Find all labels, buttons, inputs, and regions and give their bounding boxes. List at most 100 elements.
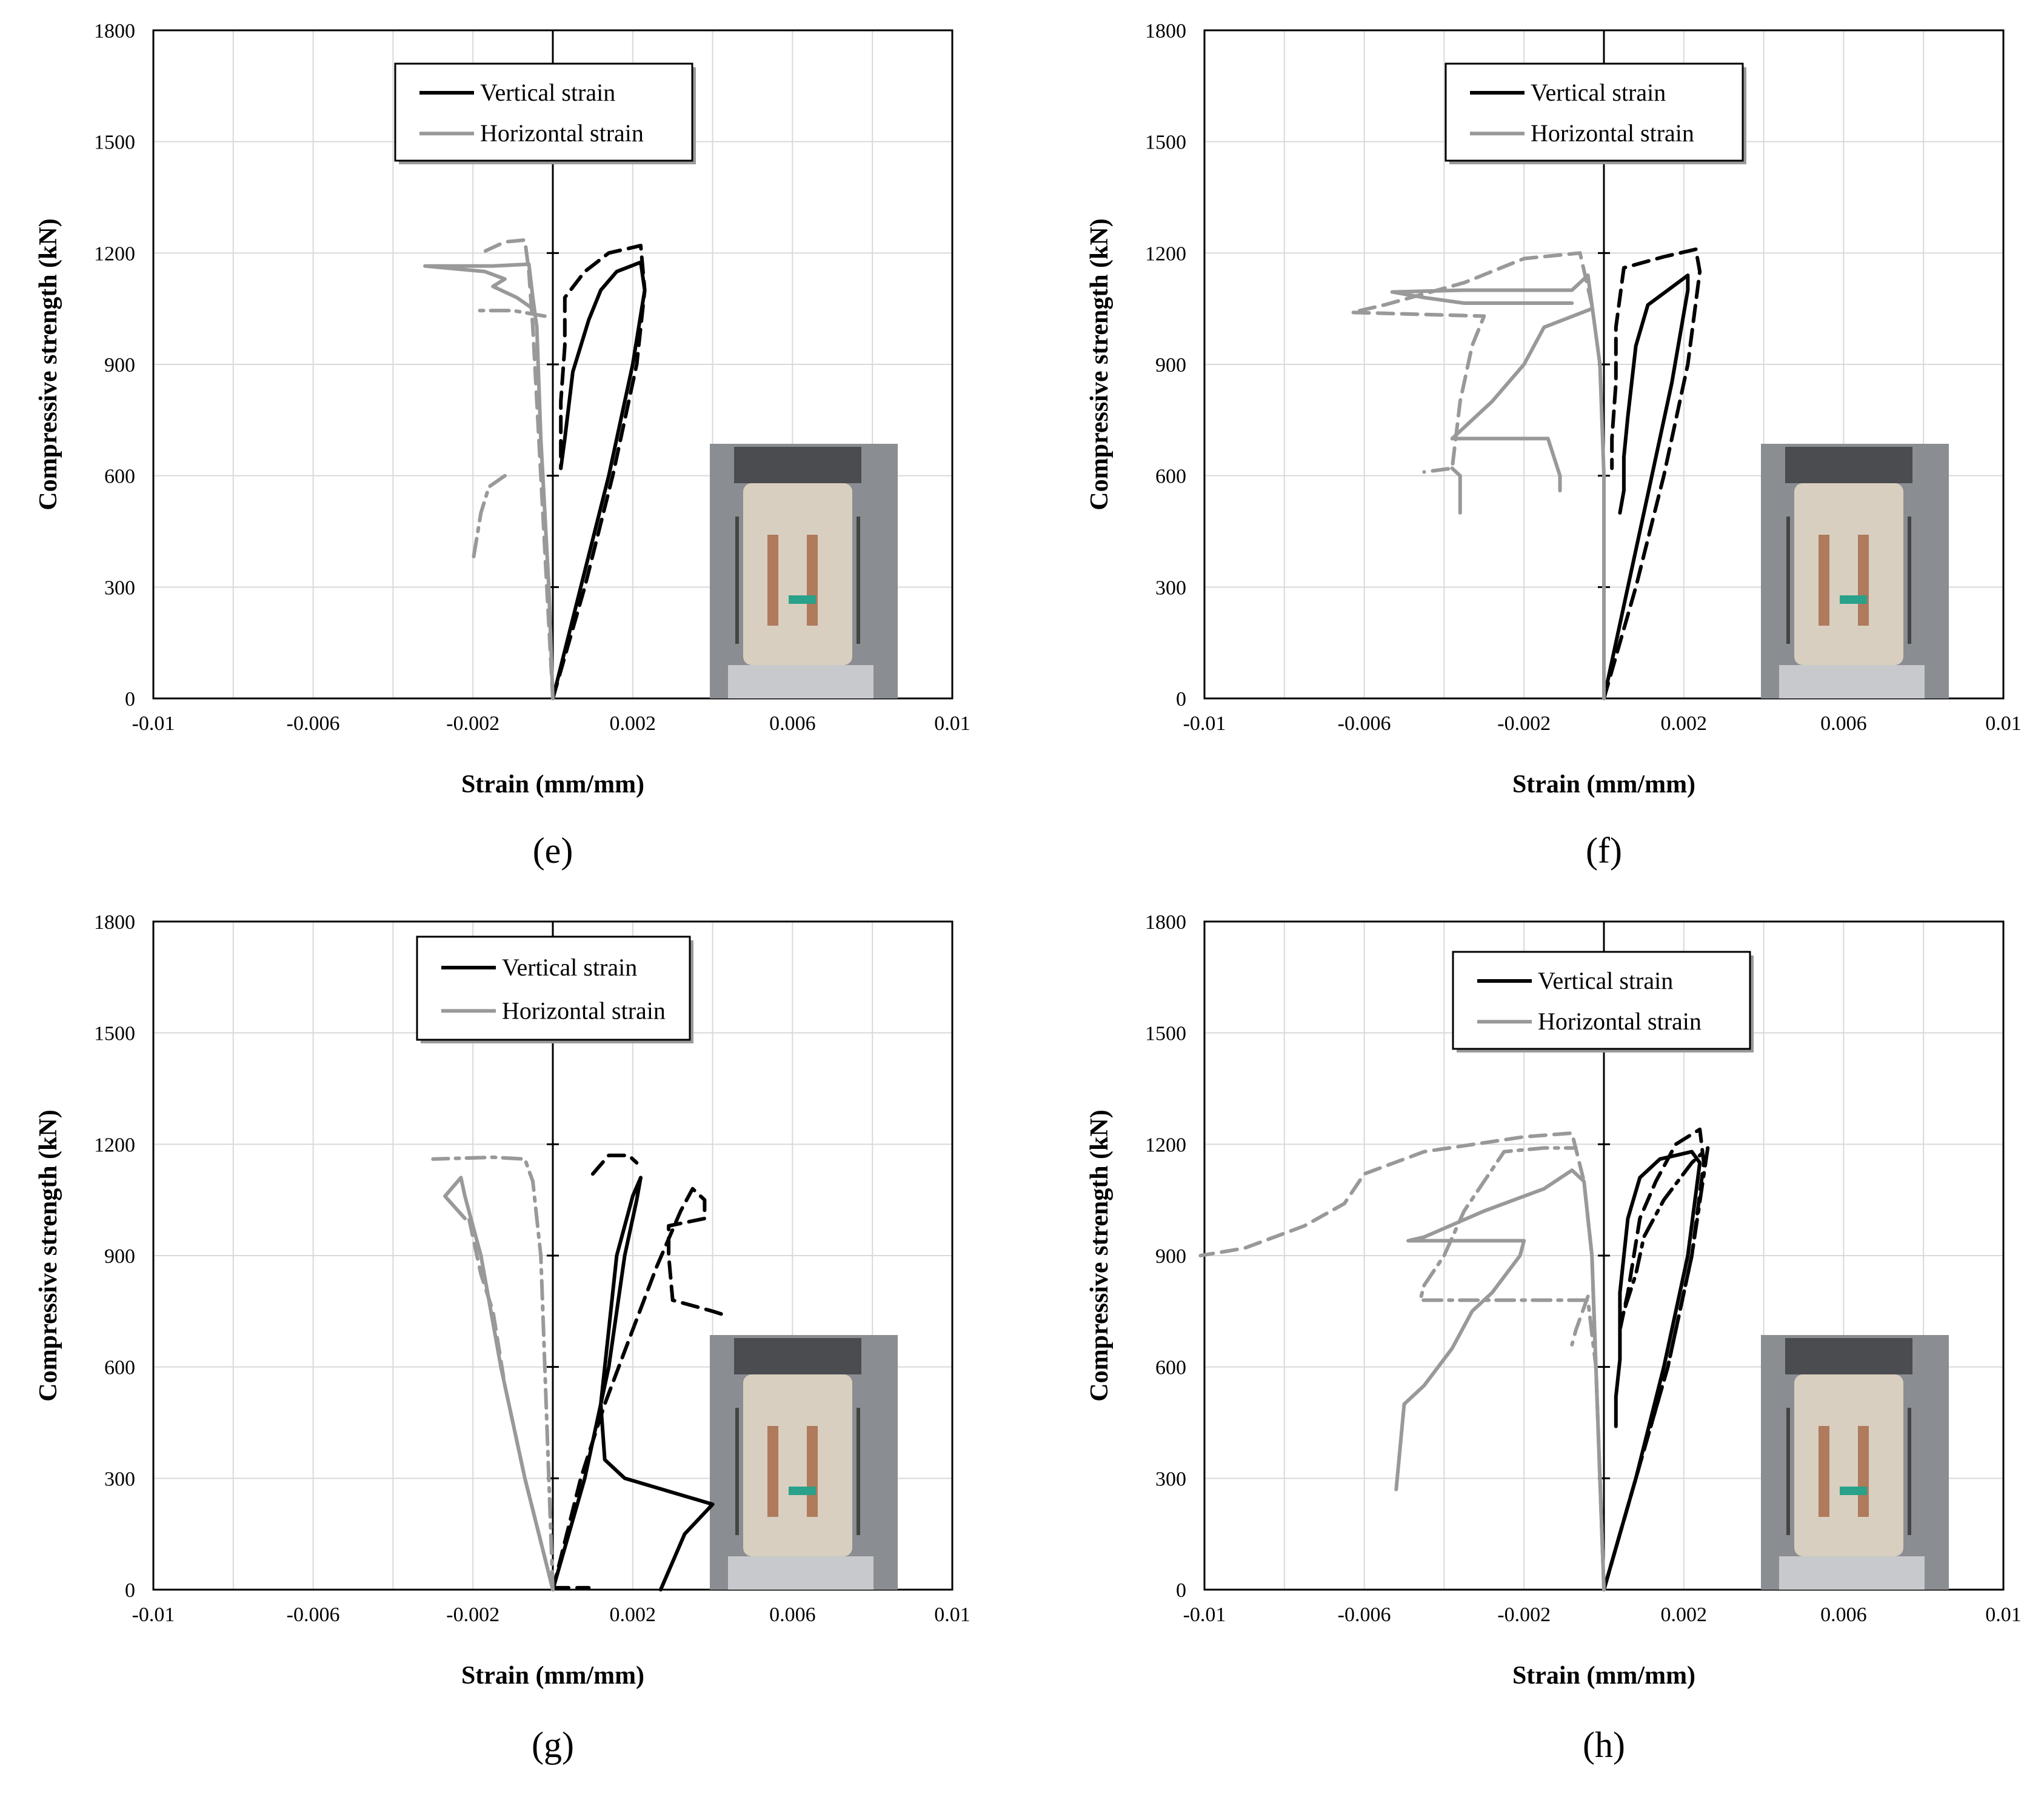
x-axis-title: Strain (mm/mm) xyxy=(461,771,644,798)
y-tick-label: 900 xyxy=(1155,354,1186,376)
y-axis-title: Compressive strength (kN) xyxy=(1086,218,1114,510)
x-tick-label: -0.01 xyxy=(132,712,175,735)
y-tick-label: 600 xyxy=(1155,466,1186,488)
photo-base-plate xyxy=(1779,665,1925,698)
y-tick-label: 300 xyxy=(1155,1468,1186,1490)
photo-crack-right xyxy=(1858,1426,1869,1517)
horizontal-strain-series-line xyxy=(431,1155,555,1591)
horizontal-strain-series-line xyxy=(1570,1294,1590,1347)
chart-panel-2: -0.01 -0.006 -0.002 0.002 0.006 0.01 0 300 600 90… xyxy=(1086,20,2022,871)
x-tick-label: -0.002 xyxy=(1497,712,1551,735)
legend-label: Vertical strain xyxy=(1538,967,1673,994)
x-tick-label: 0.002 xyxy=(1661,712,1708,735)
panel-label: (e) xyxy=(533,831,573,871)
chart-panel-3: -0.01 -0.006 -0.002 0.002 0.006 0.01 0 300 600 90… xyxy=(35,911,970,1765)
legend: Vertical strain Horizontal strain xyxy=(1452,951,1754,1052)
y-tick-label: 1500 xyxy=(1145,132,1186,154)
x-tick-label: -0.01 xyxy=(1183,1604,1226,1626)
x-tick-label: 0.002 xyxy=(1661,1604,1708,1626)
photo-crack-right xyxy=(807,535,818,626)
x-tick-label: 0.002 xyxy=(610,712,656,735)
horizontal-strain-series-line xyxy=(1350,251,1594,474)
x-tick-label: -0.01 xyxy=(1183,712,1226,735)
photo-crack-left xyxy=(767,535,778,626)
legend-label: Vertical strain xyxy=(502,954,637,981)
horizontal-strain-series-line xyxy=(1450,466,1462,515)
photo-gauge xyxy=(1840,595,1867,604)
photo-specimen xyxy=(743,483,852,665)
photo-crack-left xyxy=(1819,1426,1829,1517)
legend-label: Vertical strain xyxy=(480,79,615,106)
y-axis-title: Compressive strength (kN) xyxy=(1086,1109,1114,1401)
y-axis-title: Compressive strength (kN) xyxy=(35,1109,62,1401)
horizontal-strain-series-line xyxy=(1390,273,1606,700)
photo-base-plate xyxy=(1779,1556,1925,1590)
x-tick-label: 0.01 xyxy=(934,1604,970,1626)
y-tick-label: 1800 xyxy=(94,20,135,42)
y-tick-label: 600 xyxy=(104,466,135,488)
y-tick-label: 0 xyxy=(1176,1579,1186,1602)
legend-box xyxy=(1444,62,1744,162)
x-tick-label: -0.006 xyxy=(1338,1604,1391,1626)
x-tick-label: -0.002 xyxy=(1497,1604,1551,1626)
x-tick-label: 0.01 xyxy=(1985,1604,2022,1626)
photo-specimen xyxy=(1794,483,1903,665)
y-tick-label: 900 xyxy=(1155,1245,1186,1268)
specimen-photo xyxy=(1761,444,1949,698)
y-tick-label: 600 xyxy=(1155,1357,1186,1379)
y-tick-label: 300 xyxy=(104,1468,135,1490)
specimen-photo xyxy=(1761,1335,1949,1590)
vertical-strain-series-line xyxy=(551,1176,715,1591)
y-tick-label: 0 xyxy=(1176,688,1186,711)
x-tick-label: -0.01 xyxy=(132,1604,175,1626)
photo-loading-head xyxy=(734,1338,861,1374)
photo-gauge xyxy=(789,595,816,604)
x-axis-title: Strain (mm/mm) xyxy=(1512,1662,1695,1690)
horizontal-strain-series-line xyxy=(1418,1146,1606,1591)
legend-label: Horizontal strain xyxy=(1531,119,1694,147)
legend: Vertical strain Horizontal strain xyxy=(394,62,696,164)
horizontal-strain-series-line xyxy=(471,309,547,318)
x-tick-label: 0.01 xyxy=(1985,712,2022,735)
y-tick-label: 900 xyxy=(104,1245,135,1268)
x-axis-title: Strain (mm/mm) xyxy=(1512,771,1695,798)
y-axis-title: Compressive strength (kN) xyxy=(35,218,62,510)
horizontal-strain-series-line xyxy=(1198,1131,1606,1591)
panel-label: (g) xyxy=(532,1725,574,1765)
x-tick-label: 0.006 xyxy=(769,712,816,735)
vertical-strain-series-line xyxy=(551,1186,727,1591)
legend-box xyxy=(416,935,691,1041)
y-tick-label: 1800 xyxy=(94,911,135,934)
x-axis-title: Strain (mm/mm) xyxy=(461,1662,644,1690)
legend-label: Horizontal strain xyxy=(502,997,666,1024)
photo-loading-head xyxy=(734,447,861,483)
photo-gauge xyxy=(1840,1487,1867,1495)
specimen-photo xyxy=(710,444,898,698)
panel-label: (f) xyxy=(1586,831,1622,871)
horizontal-strain-series-line xyxy=(1450,307,1594,493)
photo-specimen xyxy=(743,1374,852,1556)
x-tick-label: -0.002 xyxy=(446,1604,499,1626)
y-tick-label: 300 xyxy=(1155,577,1186,599)
legend-box xyxy=(1452,951,1751,1050)
x-tick-label: 0.006 xyxy=(1820,1604,1867,1626)
photo-crack-right xyxy=(1858,535,1869,626)
photo-specimen xyxy=(1794,1374,1903,1556)
x-tick-label: 0.01 xyxy=(934,712,970,735)
photo-base-plate xyxy=(728,665,873,698)
y-tick-label: 1200 xyxy=(94,1134,135,1156)
chart-panel-4: -0.01 -0.006 -0.002 0.002 0.006 0.01 0 300 600 90… xyxy=(1086,911,2022,1765)
y-tick-label: 0 xyxy=(125,688,135,711)
horizontal-strain-series-line xyxy=(1394,1168,1606,1591)
y-tick-label: 1200 xyxy=(1145,243,1186,265)
vertical-strain-series-line xyxy=(1602,247,1702,700)
legend-label: Horizontal strain xyxy=(1538,1008,1702,1035)
y-tick-label: 0 xyxy=(125,1579,135,1602)
x-tick-label: -0.006 xyxy=(1338,712,1391,735)
legend-label: Horizontal strain xyxy=(480,119,644,147)
x-tick-label: -0.006 xyxy=(287,1604,340,1626)
x-tick-label: -0.002 xyxy=(446,712,499,735)
chart-panel-1: -0.01 -0.006 -0.002 0.002 0.006 0.01 0 300 600 90… xyxy=(35,20,970,871)
y-tick-label: 900 xyxy=(104,354,135,376)
